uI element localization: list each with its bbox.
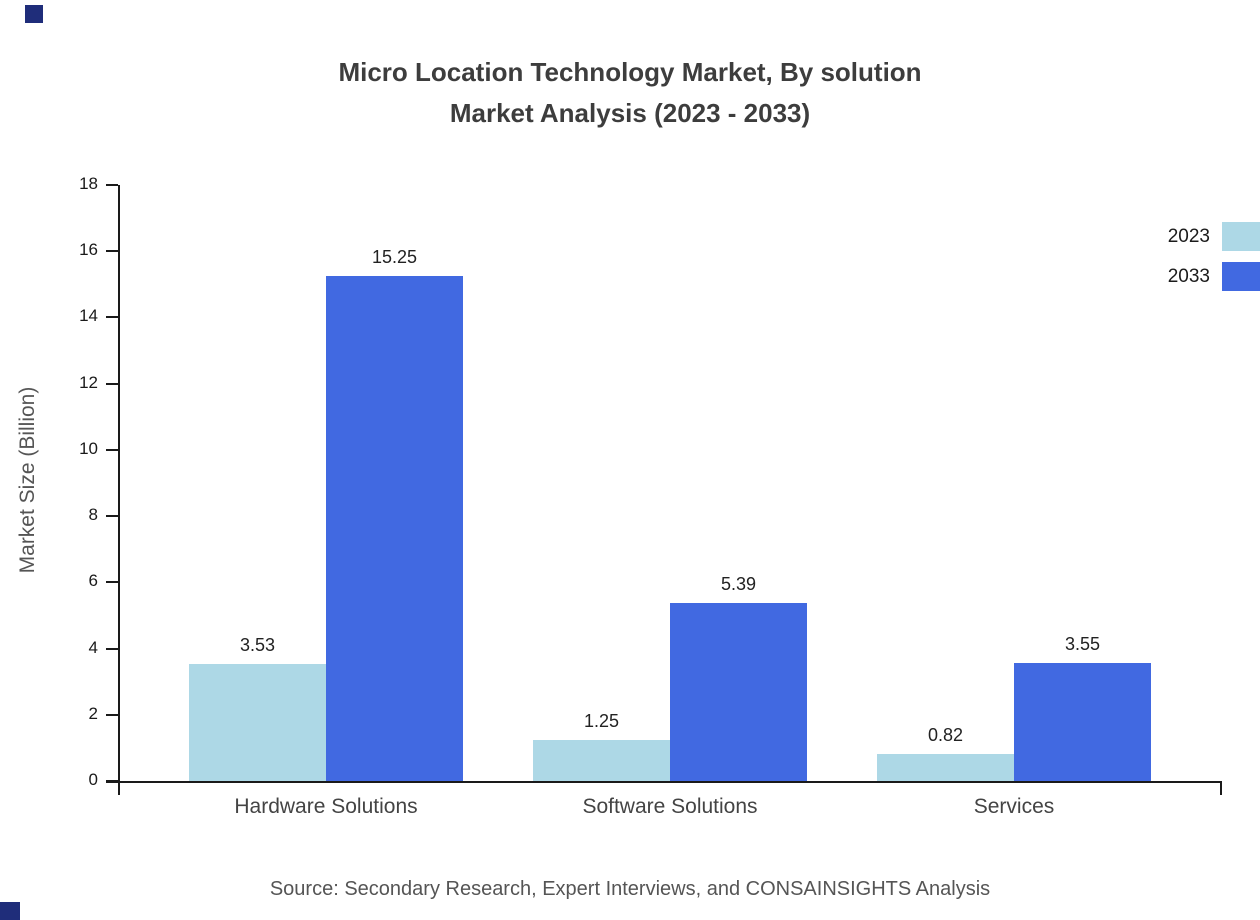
y-tick — [106, 780, 118, 782]
source-text: Source: Secondary Research, Expert Inter… — [269, 878, 991, 900]
y-tick-label: 4 — [88, 637, 98, 657]
bar-2023 — [189, 664, 326, 781]
plot-area: 0 2 4 6 8 10 12 14 16 18 3.53 15.25 1.25 5.39 0.82 3.5… — [79, 174, 1222, 818]
y-tick — [106, 382, 118, 385]
legend: 2023 2033 — [1168, 222, 1260, 302]
y-axis-label: Market Size (Billion) — [16, 386, 39, 574]
bar-group: 3.53 15.25 — [189, 185, 463, 781]
bar-value-label: 15.25 — [371, 247, 418, 268]
bar-2033 — [1014, 663, 1151, 781]
bar-2033 — [326, 276, 463, 781]
bar-2033 — [670, 602, 807, 781]
y-tick-label: 2 — [88, 703, 98, 723]
legend-swatch-2033 — [1222, 262, 1260, 291]
chart-title-line1: Micro Location Technology Market, By sol… — [338, 57, 922, 87]
x-axis-line — [106, 781, 1222, 783]
category-label: Hardware Solutions — [234, 795, 418, 818]
bar-group: 0.82 3.55 — [877, 185, 1151, 781]
y-tick — [106, 581, 118, 584]
bar-group: 1.25 5.39 — [533, 185, 807, 781]
x-axis-tick-right — [1220, 783, 1222, 795]
y-tick — [106, 316, 118, 319]
legend-swatch-2023 — [1222, 222, 1260, 251]
y-tick — [106, 184, 118, 186]
y-tick-label: 18 — [79, 174, 98, 193]
y-tick — [106, 250, 118, 253]
bar-value-label: 3.53 — [239, 635, 276, 656]
x-axis-tick-left — [118, 783, 120, 795]
y-tick-label: 6 — [88, 571, 98, 591]
y-tick-label: 10 — [79, 438, 98, 458]
y-tick-label: 14 — [79, 306, 98, 326]
y-tick — [106, 713, 118, 716]
bar-2023 — [877, 753, 1014, 781]
corner-mark-bottom-left — [0, 902, 20, 920]
category-label: Software Solutions — [582, 795, 758, 818]
bar-2023 — [533, 739, 670, 781]
y-axis-line — [118, 185, 120, 783]
legend-item: 2033 — [1168, 262, 1260, 291]
bar-value-label: 0.82 — [927, 724, 964, 745]
y-tick — [106, 647, 118, 650]
bar-value-label: 3.55 — [1064, 634, 1101, 655]
y-tick-label: 8 — [88, 505, 98, 525]
y-tick — [106, 448, 118, 451]
category-label: Services — [973, 795, 1055, 818]
y-tick — [106, 515, 118, 518]
y-tick-label: 16 — [79, 240, 98, 260]
y-tick-label: 12 — [79, 372, 98, 392]
legend-label: 2033 — [1167, 265, 1210, 287]
chart-title-line2: Market Analysis (2023 - 2033) — [449, 98, 811, 128]
chart-title: Micro Location Technology Market, By sol… — [0, 52, 1260, 134]
corner-mark-top-left — [25, 5, 43, 23]
bar-value-label: 1.25 — [583, 710, 620, 731]
bar-value-label: 5.39 — [720, 573, 757, 594]
legend-label: 2023 — [1167, 225, 1210, 247]
legend-item: 2023 — [1168, 222, 1260, 251]
y-tick-label: 0 — [88, 770, 98, 789]
